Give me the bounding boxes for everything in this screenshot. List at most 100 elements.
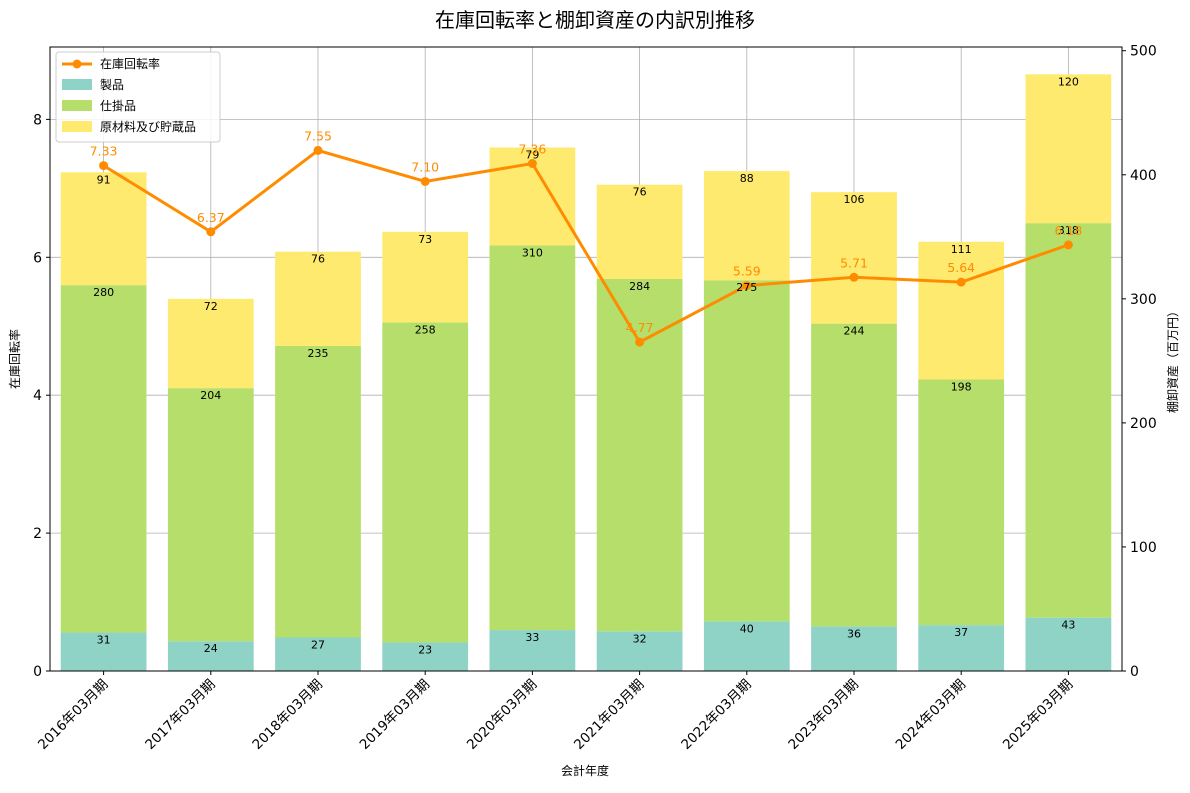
bar-segment: [60, 172, 147, 286]
y-right-tick-label: 300: [1130, 292, 1157, 308]
bar-segment: [167, 298, 254, 389]
bar-segment: [275, 345, 361, 638]
x-tick-label: 2023年03月期: [785, 677, 861, 753]
bar-segment: [489, 245, 576, 631]
legend-label: 製品: [100, 78, 124, 92]
bar-value-label: 76: [633, 186, 647, 199]
y-axis-left-label: 在庫回転率: [7, 329, 22, 389]
y-right-tick-label: 0: [1130, 664, 1139, 680]
legend-label: 原材料及び貯蔵品: [100, 120, 196, 134]
bar-value-label: 88: [740, 172, 754, 185]
legend-box: [55, 51, 221, 143]
bar-value-label: 43: [1061, 619, 1075, 632]
line-point: [849, 272, 859, 282]
bar-segment: [275, 637, 361, 671]
line-point: [206, 227, 216, 237]
x-tick-label: 2021年03月期: [571, 677, 647, 753]
bar-value-label: 32: [633, 632, 647, 645]
bar-segment: [60, 632, 147, 671]
turnover-line: [99, 145, 1073, 347]
plot-frame: [49, 46, 1123, 672]
bar-value-label: 33: [525, 631, 539, 644]
bar-value-label: 37: [954, 626, 968, 639]
bar-value-label: 27: [311, 639, 325, 652]
bar-value-label: 106: [844, 193, 865, 206]
legend-label: 仕掛品: [100, 98, 136, 113]
x-tick-label: 2022年03月期: [678, 677, 754, 753]
legend-label: 在庫回転率: [100, 56, 160, 71]
bar-segment: [811, 626, 897, 671]
line-point: [420, 176, 430, 186]
y-left-tick-label: 4: [33, 388, 42, 404]
bars: [60, 74, 1112, 671]
y-right-tick-label: 100: [1130, 540, 1157, 556]
line-point: [956, 277, 966, 287]
line-value-label: 7.55: [304, 128, 332, 143]
bar-value-label: 79: [525, 148, 539, 161]
y-right-tick-label: 200: [1130, 416, 1157, 432]
x-tick-label: 2020年03月期: [464, 677, 540, 753]
line-value-label: 7.10: [411, 159, 439, 174]
x-axis-label: 会計年度: [561, 763, 609, 778]
bar-segment: [167, 641, 254, 671]
line-series-path: [102, 148, 1069, 345]
line-value-label: 5.64: [947, 260, 975, 275]
y-right-tick-label: 400: [1130, 168, 1157, 184]
bar-value-label: 72: [204, 300, 218, 313]
bar-segment: [703, 280, 790, 622]
line-value-label: 5.71: [840, 255, 868, 270]
x-tick-label: 2024年03月期: [893, 677, 969, 753]
chart-title: 在庫回転率と棚卸資産の内訳別推移: [435, 8, 755, 32]
y-axis-right-label: 棚卸資産（百万円）: [1165, 305, 1180, 413]
bar-segment: [918, 625, 1005, 671]
bar-segment: [703, 171, 790, 281]
x-tick-label: 2025年03月期: [1000, 677, 1076, 753]
bar-value-label: 198: [951, 380, 972, 393]
bar-segment: [60, 285, 147, 633]
bar-value-label: 31: [97, 634, 111, 647]
bar-segment: [382, 322, 469, 643]
line-point: [635, 337, 645, 347]
y-left-tick-label: 2: [33, 526, 42, 542]
bar-value-label: 40: [740, 622, 754, 635]
bar-value-label: 318: [1058, 224, 1079, 237]
bar-segment: [811, 323, 897, 627]
bar-value-label: 284: [629, 280, 650, 293]
legend-swatch: [62, 121, 92, 132]
legend-line-marker: [72, 59, 82, 69]
bar-segment: [167, 388, 254, 642]
bar-value-label: 24: [204, 642, 218, 655]
bar-value-label: 244: [844, 325, 865, 338]
line-point: [99, 161, 109, 171]
bar-value-label: 36: [847, 627, 861, 640]
line-point: [313, 145, 323, 155]
line-point: [527, 159, 537, 169]
bar-value-label: 258: [415, 323, 436, 336]
line-value-label: 6.18: [1054, 223, 1082, 238]
bar-segment: [918, 241, 1005, 380]
bar-value-label: 204: [200, 389, 221, 402]
bar-value-label: 91: [97, 173, 111, 186]
line-value-label: 7.36: [518, 142, 546, 157]
line-value-label: 5.59: [733, 264, 761, 279]
bar-segment: [275, 251, 361, 346]
x-tick-label: 2018年03月期: [249, 677, 325, 753]
bar-segment: [382, 642, 469, 671]
bar-segment: [596, 184, 683, 279]
bar-segment: [703, 621, 790, 671]
bar-value-label: 275: [736, 281, 757, 294]
line-value-label: 6.37: [197, 210, 225, 225]
line-value-label: 4.77: [626, 320, 654, 335]
data-labels: 31 24 27 23 33 32 40 36 37 43 280 204 235 258 310 284 27…: [90, 75, 1083, 656]
bar-segment: [489, 630, 576, 671]
bar-segment: [596, 631, 683, 671]
bar-value-label: 310: [522, 246, 543, 259]
y-left-tick-label: 0: [33, 664, 42, 680]
line-point: [1063, 240, 1073, 250]
x-tick-label: 2016年03月期: [35, 677, 111, 753]
bar-value-label: 120: [1058, 75, 1079, 88]
line-value-label: 7.33: [90, 144, 118, 159]
legend-swatch: [62, 100, 92, 111]
